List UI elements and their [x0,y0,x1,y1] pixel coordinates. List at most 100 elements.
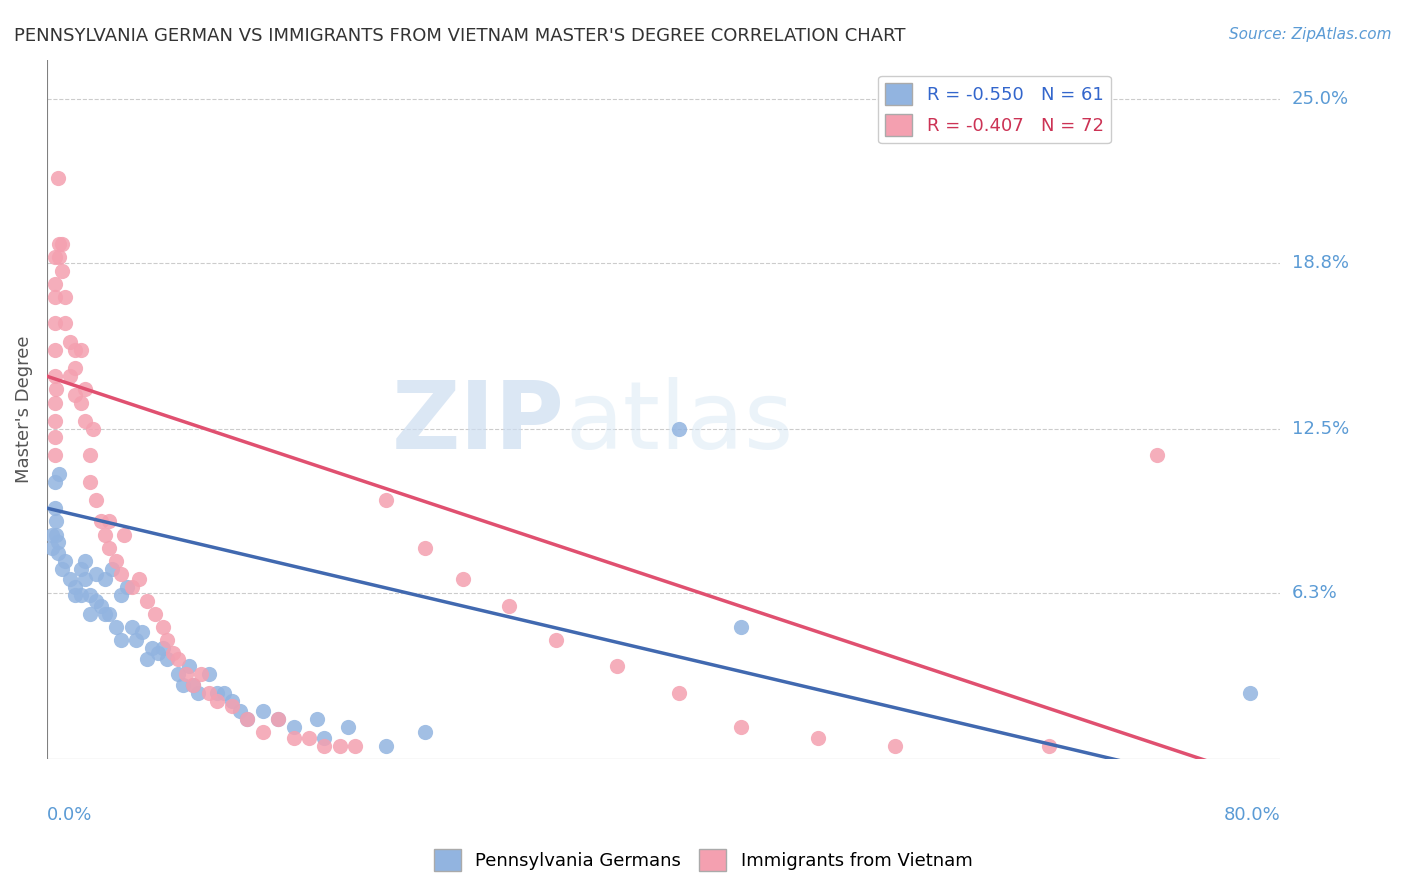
Point [97,541,120,555]
Point [69,395,91,409]
Point [221,699,243,714]
Point [730,720,752,734]
Point [110,588,132,602]
Point [121,580,143,594]
Point [156,633,179,648]
Point [69,343,91,357]
Point [298,731,321,745]
Point [183,678,205,692]
Point [75,414,97,428]
Point [375,739,398,753]
Point [267,712,290,726]
Point [100,562,122,576]
Point [84,567,107,582]
Point [94,573,117,587]
Point [41,541,63,555]
Point [69,588,91,602]
Point [44,369,66,384]
Point [198,686,221,700]
Point [884,739,907,753]
Point [172,678,194,692]
Text: 18.8%: 18.8% [1292,253,1348,272]
Point [329,739,352,753]
Point [45,383,67,397]
Point [115,580,138,594]
Point [44,395,66,409]
Point [79,475,101,489]
Point [63,387,86,401]
Text: 12.5%: 12.5% [1292,420,1348,438]
Point [167,651,190,665]
Point [236,712,259,726]
Point [44,475,66,489]
Point [44,251,66,265]
Point [146,646,169,660]
Text: 6.3%: 6.3% [1292,583,1337,601]
Point [212,686,235,700]
Point [63,580,86,594]
Point [606,659,628,673]
Point [51,263,73,277]
Point [84,593,107,607]
Point [177,659,200,673]
Point [44,290,66,304]
Point [94,607,117,621]
Point [69,562,91,576]
Point [75,383,97,397]
Point [110,567,132,582]
Legend: R = -0.550   N = 61, R = -0.407   N = 72: R = -0.550 N = 61, R = -0.407 N = 72 [879,76,1111,143]
Point [51,562,73,576]
Point [305,712,328,726]
Point [125,633,148,648]
Point [336,720,359,734]
Point [344,739,367,753]
Point [668,686,690,700]
Point [46,546,69,560]
Point [730,620,752,634]
Point [75,554,97,568]
Point [167,667,190,681]
Point [131,625,153,640]
Point [51,237,73,252]
Point [59,369,82,384]
Point [48,467,70,481]
Text: 80.0%: 80.0% [1223,806,1281,824]
Point [236,712,259,726]
Point [128,573,150,587]
Point [48,251,70,265]
Text: 0.0%: 0.0% [46,806,93,824]
Point [156,651,179,665]
Point [110,633,132,648]
Point [41,527,63,541]
Point [55,290,77,304]
Point [544,633,567,648]
Legend: Pennsylvania Germans, Immigrants from Vietnam: Pennsylvania Germans, Immigrants from Vi… [426,842,980,879]
Point [221,694,243,708]
Point [44,277,66,291]
Point [90,599,112,613]
Text: 25.0%: 25.0% [1292,90,1348,108]
Point [46,535,69,549]
Point [136,593,159,607]
Point [63,343,86,357]
Point [283,731,305,745]
Point [136,651,159,665]
Point [44,430,66,444]
Point [413,541,436,555]
Point [1038,739,1060,753]
Point [152,620,174,634]
Point [84,493,107,508]
Point [59,334,82,349]
Point [45,527,67,541]
Point [283,720,305,734]
Point [94,527,117,541]
Y-axis label: Master's Degree: Master's Degree [15,335,32,483]
Point [63,361,86,376]
Point [183,678,205,692]
Point [413,725,436,739]
Point [152,640,174,655]
Point [267,712,290,726]
Point [451,573,474,587]
Point [112,527,135,541]
Point [97,514,120,528]
